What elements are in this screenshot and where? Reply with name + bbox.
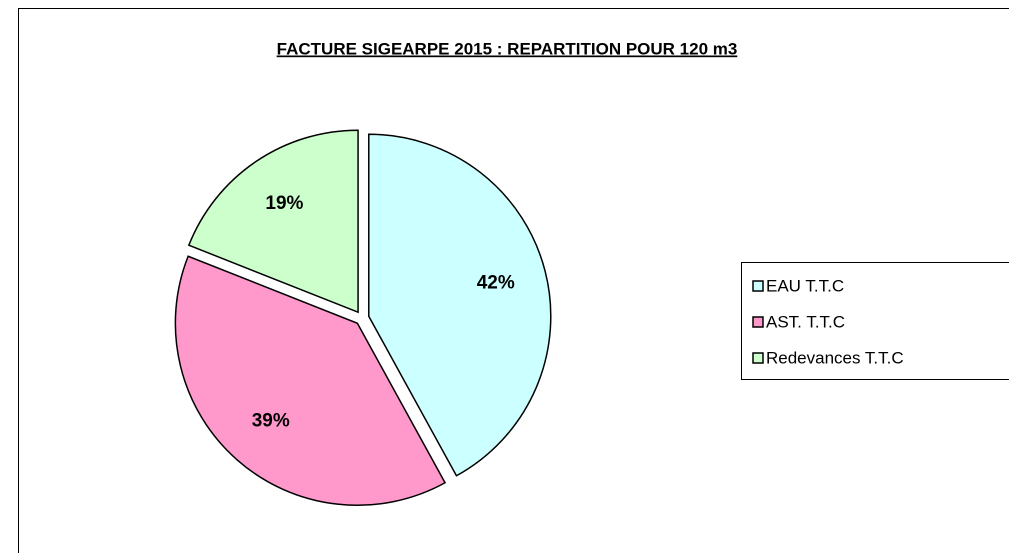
data-label: 39% bbox=[252, 411, 290, 432]
pie-slice bbox=[174, 255, 447, 506]
legend-swatch bbox=[752, 352, 764, 364]
pie-slice bbox=[368, 133, 552, 477]
legend-label: EAU T.T.C bbox=[766, 276, 844, 295]
data-label: 42% bbox=[477, 273, 515, 294]
chart-title: FACTURE SIGEARPE 2015 : REPARTITION POUR… bbox=[277, 39, 738, 58]
legend-label: Redevances T.T.C bbox=[766, 348, 904, 367]
legend-box bbox=[741, 262, 1009, 380]
legend-swatch bbox=[752, 280, 764, 292]
legend-label: AST. T.T.C bbox=[766, 312, 845, 331]
legend-swatch bbox=[752, 316, 764, 328]
data-label: 19% bbox=[265, 193, 303, 214]
pie-slice bbox=[187, 129, 359, 314]
